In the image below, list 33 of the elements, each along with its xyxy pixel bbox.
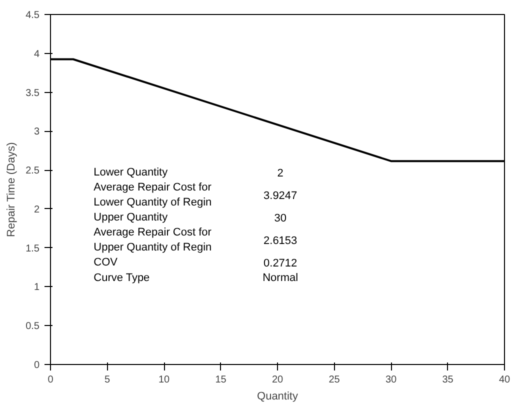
y-tick-label: 2 — [34, 204, 40, 216]
y-tick-label: 3.5 — [26, 88, 40, 99]
annotation: Normal — [262, 272, 298, 284]
y-tick-label: 4 — [34, 48, 40, 60]
x-axis-title: Quantity — [257, 390, 298, 402]
annotation: 0.2712 — [264, 258, 298, 270]
annotation: 2 — [277, 167, 284, 180]
y-tick-label: 0.5 — [26, 321, 40, 332]
x-tick-label: 25 — [328, 374, 340, 386]
annotation: Lower Quantity — [94, 166, 168, 178]
y-tick-label: 1.5 — [26, 243, 40, 254]
y-tick-label: 1 — [34, 282, 40, 294]
x-tick-label: 20 — [272, 374, 284, 386]
annotation: COV — [94, 256, 118, 269]
y-tick-label: 3 — [34, 126, 40, 138]
annotation: 3.9247 — [264, 190, 298, 202]
annotation: 30 — [274, 212, 286, 224]
annotation: 2.6153 — [264, 235, 298, 248]
x-tick-label: 30 — [385, 374, 397, 386]
x-tick-label: 15 — [215, 374, 227, 386]
annotation: Upper Quantity — [94, 212, 168, 224]
x-tick-label: 0 — [48, 374, 54, 386]
x-tick-label: 40 — [498, 374, 510, 386]
y-axis-title: Repair Time (Days) — [6, 142, 18, 237]
y-tick-label: 2.5 — [26, 166, 40, 177]
x-tick-label: 10 — [158, 374, 170, 386]
x-tick-label: 5 — [104, 374, 110, 386]
annotation: Average Repair Cost for Upper Quantity of Regin — [94, 226, 212, 254]
y-tick-label: 4.5 — [26, 10, 40, 21]
y-tick-label: 0 — [34, 360, 40, 371]
annotation: Average Repair Cost for Lower Quantity of Regin — [94, 181, 212, 208]
x-tick-label: 35 — [442, 374, 454, 386]
annotation: Curve Type — [94, 272, 150, 284]
